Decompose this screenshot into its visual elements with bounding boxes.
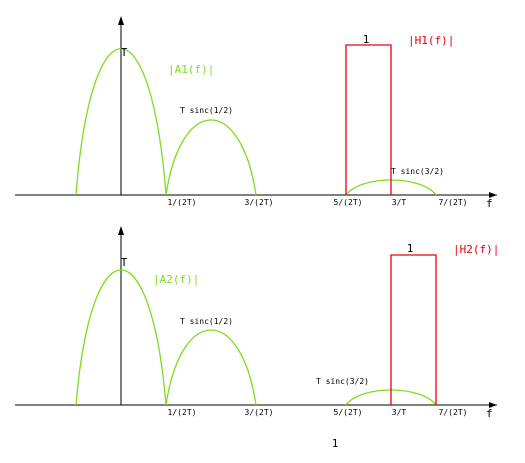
main-lobe xyxy=(75,48,167,196)
arrow xyxy=(489,192,497,198)
filter-height: 1 xyxy=(407,242,414,255)
axis-label: f xyxy=(486,407,493,420)
tick-label: 7/(2T) xyxy=(439,198,468,207)
footer: 1 xyxy=(332,437,339,450)
plot: T |A2(f)| T sinc(1/2) T sinc(3/2) 1 |H2(… xyxy=(15,226,499,420)
filter-label: |H1(f)| xyxy=(408,34,454,47)
magnitude-label: |A2(f)| xyxy=(153,273,199,286)
tick-label: 3/(2T) xyxy=(245,198,274,207)
filter xyxy=(390,254,437,405)
filter-label: |H2(f)| xyxy=(453,243,499,256)
arrow xyxy=(118,226,124,235)
filter xyxy=(345,44,392,195)
axis-label: f xyxy=(486,197,493,210)
tick-label: 1/(2T) xyxy=(168,408,197,417)
tick-label: 7/(2T) xyxy=(439,408,468,417)
arrow xyxy=(118,16,124,25)
tick-label: 5/(2T) xyxy=(334,408,363,417)
tick-label: 3/T xyxy=(392,408,407,417)
filter-height: 1 xyxy=(363,33,370,46)
lobe-label: T sinc(1/2) xyxy=(180,317,233,326)
magnitude-label: |A1(f)| xyxy=(168,63,214,76)
tick-label: 3/(2T) xyxy=(245,408,274,417)
tick-label: 5/(2T) xyxy=(334,198,363,207)
peak-label: T xyxy=(121,46,128,59)
plot: T |A1(f)| T sinc(1/2) T sinc(3/2) 1 |H1(… xyxy=(15,16,497,210)
lobe-label: T sinc(1/2) xyxy=(180,106,233,115)
tick-label: 3/T xyxy=(392,198,407,207)
arrow xyxy=(489,402,497,408)
main-lobe xyxy=(75,269,167,406)
side-lobe xyxy=(165,119,257,196)
tick-label: 1/(2T) xyxy=(168,198,197,207)
peak-label: T xyxy=(121,256,128,269)
lobe-label: T sinc(3/2) xyxy=(316,377,369,386)
lobe-label: T sinc(3/2) xyxy=(391,167,444,176)
side-lobe xyxy=(165,329,257,406)
